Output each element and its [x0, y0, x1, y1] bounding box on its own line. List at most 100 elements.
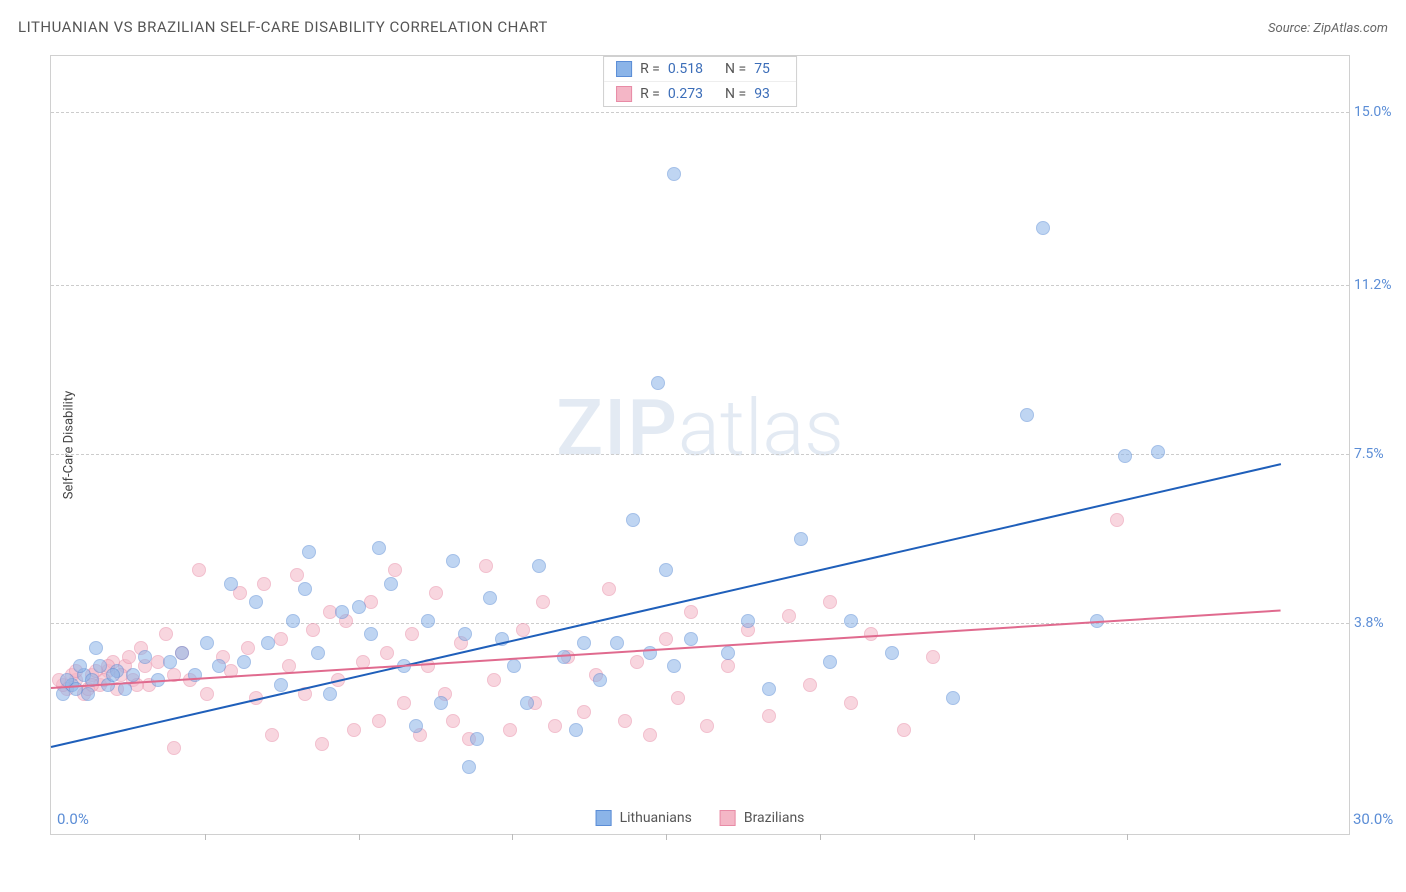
data-point: [93, 659, 107, 673]
x-max-label: 30.0%: [1353, 810, 1405, 828]
data-point: [1118, 449, 1132, 463]
n-value-0: 75: [754, 61, 770, 77]
gridline: [51, 112, 1349, 113]
data-point: [126, 668, 140, 682]
data-point: [265, 728, 279, 742]
data-point: [741, 614, 755, 628]
data-point: [659, 563, 673, 577]
data-point: [257, 577, 271, 591]
data-point: [803, 678, 817, 692]
data-point: [1020, 408, 1034, 422]
legend-label-1: Brazilians: [744, 810, 805, 826]
data-point: [762, 709, 776, 723]
data-point: [212, 659, 226, 673]
legend-stats-row-1: R = 0.273 N = 93: [604, 82, 796, 106]
data-point: [569, 723, 583, 737]
data-point: [241, 641, 255, 655]
r-value-0: 0.518: [668, 61, 703, 77]
data-point: [122, 650, 136, 664]
data-point: [352, 600, 366, 614]
data-point: [388, 563, 402, 577]
r-label: R =: [640, 86, 660, 102]
data-point: [557, 650, 571, 664]
data-point: [364, 595, 378, 609]
data-point: [470, 732, 484, 746]
data-point: [286, 614, 300, 628]
data-point: [700, 719, 714, 733]
y-tick-label: 3.8%: [1354, 615, 1406, 631]
x-tick: [205, 834, 206, 840]
legend-label-0: Lithuanians: [620, 810, 692, 826]
data-point: [290, 568, 304, 582]
data-point: [630, 655, 644, 669]
data-point: [446, 554, 460, 568]
data-point: [897, 723, 911, 737]
data-point: [315, 737, 329, 751]
data-point: [479, 559, 493, 573]
data-point: [651, 376, 665, 390]
data-point: [372, 541, 386, 555]
data-point: [188, 668, 202, 682]
data-point: [593, 673, 607, 687]
data-point: [536, 595, 550, 609]
data-point: [516, 623, 530, 637]
data-point: [106, 668, 120, 682]
legend-swatch-1: [616, 86, 632, 102]
data-point: [684, 605, 698, 619]
trend-line: [51, 463, 1281, 748]
legend-swatch-b0: [596, 810, 612, 826]
data-point: [483, 591, 497, 605]
data-point: [335, 605, 349, 619]
data-point: [364, 627, 378, 641]
plot-area: 3.8%7.5%11.2%15.0%: [51, 56, 1349, 834]
data-point: [462, 760, 476, 774]
n-value-1: 93: [754, 86, 770, 102]
legend-series: Lithuanians Brazilians: [596, 810, 805, 826]
data-point: [823, 595, 837, 609]
n-label: N =: [725, 61, 746, 77]
data-point: [762, 682, 776, 696]
legend-stats: R = 0.518 N = 75 R = 0.273 N = 93: [603, 56, 797, 107]
gridline: [51, 285, 1349, 286]
y-tick-label: 11.2%: [1354, 277, 1406, 293]
data-point: [73, 659, 87, 673]
data-point: [643, 646, 657, 660]
data-point: [274, 632, 288, 646]
data-point: [347, 723, 361, 737]
gridline: [51, 623, 1349, 624]
legend-item-1: Brazilians: [720, 810, 805, 826]
data-point: [520, 696, 534, 710]
data-point: [844, 696, 858, 710]
data-point: [372, 714, 386, 728]
x-tick: [666, 834, 667, 840]
x-min-label: 0.0%: [57, 810, 89, 828]
legend-swatch-b1: [720, 810, 736, 826]
chart-frame: Self-Care Disability ZIPatlas 3.8%7.5%11…: [50, 55, 1350, 835]
data-point: [384, 577, 398, 591]
data-point: [643, 728, 657, 742]
data-point: [667, 659, 681, 673]
x-tick: [1127, 834, 1128, 840]
data-point: [311, 646, 325, 660]
data-point: [532, 559, 546, 573]
legend-stats-row-0: R = 0.518 N = 75: [604, 57, 796, 82]
data-point: [298, 582, 312, 596]
data-point: [446, 714, 460, 728]
chart-source: Source: ZipAtlas.com: [1268, 21, 1388, 36]
trend-line: [51, 609, 1281, 689]
data-point: [503, 723, 517, 737]
data-point: [548, 719, 562, 733]
data-point: [167, 741, 181, 755]
data-point: [274, 678, 288, 692]
data-point: [200, 687, 214, 701]
y-tick-label: 15.0%: [1354, 104, 1406, 120]
data-point: [721, 659, 735, 673]
data-point: [249, 595, 263, 609]
data-point: [1036, 221, 1050, 235]
data-point: [175, 646, 189, 660]
data-point: [1151, 445, 1165, 459]
data-point: [577, 705, 591, 719]
data-point: [458, 627, 472, 641]
data-point: [421, 614, 435, 628]
chart-header: LITHUANIAN VS BRAZILIAN SELF-CARE DISABI…: [18, 18, 1388, 36]
